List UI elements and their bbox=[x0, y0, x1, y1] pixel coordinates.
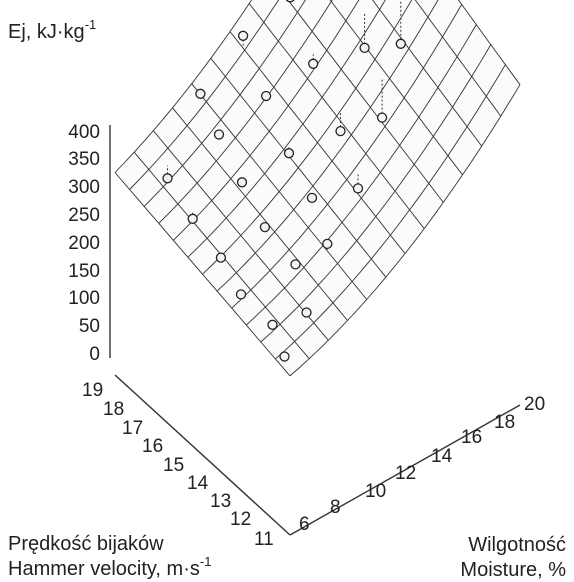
data-point bbox=[267, 319, 278, 330]
velocity-ticks: 19 18 17 16 15 14 13 12 11 bbox=[82, 380, 274, 550]
data-point bbox=[236, 177, 248, 188]
surface-grid-line-velocity bbox=[231, 4, 463, 309]
velocity-tick-label: 18 bbox=[103, 399, 124, 420]
data-point bbox=[395, 38, 406, 49]
data-point bbox=[352, 183, 364, 194]
data-point bbox=[162, 173, 173, 184]
velocity-tick-label: 19 bbox=[82, 380, 103, 401]
velocity-axis-title-line1: Prędkość bijaków bbox=[8, 533, 164, 555]
data-point bbox=[322, 238, 333, 250]
z-tick-label: 200 bbox=[68, 233, 100, 254]
z-tick-label: 0 bbox=[89, 344, 100, 365]
z-tick-label: 400 bbox=[68, 122, 100, 143]
z-ticks: 400 350 300 250 200 150 100 50 0 bbox=[68, 122, 100, 365]
surface-grid-line-velocity bbox=[202, 0, 413, 275]
z-tick-label: 150 bbox=[68, 261, 100, 282]
data-point bbox=[359, 42, 370, 54]
surface-grid-line-velocity bbox=[289, 84, 521, 377]
moisture-tick-label: 16 bbox=[461, 427, 482, 448]
moisture-ticks: 6 8 10 12 14 16 18 20 bbox=[299, 394, 545, 535]
data-point bbox=[260, 90, 272, 102]
velocity-tick-label: 12 bbox=[230, 509, 251, 530]
data-point bbox=[306, 192, 318, 204]
velocity-tick-label: 15 bbox=[163, 455, 184, 476]
z-tick-label: 50 bbox=[79, 316, 100, 337]
surface-grid-line-velocity bbox=[143, 0, 306, 207]
data-point bbox=[237, 30, 249, 41]
velocity-axis-line bbox=[114, 374, 291, 536]
moisture-tick-label: 8 bbox=[330, 497, 341, 518]
surface-grid-line-velocity bbox=[187, 0, 386, 258]
surface-grid-line-velocity bbox=[260, 44, 492, 343]
moisture-tick-label: 10 bbox=[365, 481, 386, 502]
surface-grid-line-velocity bbox=[275, 64, 506, 360]
moisture-tick-label: 6 bbox=[299, 514, 310, 535]
moisture-tick-label: 18 bbox=[494, 412, 515, 433]
data-point bbox=[335, 125, 346, 137]
velocity-axis-title-line2: Hammer velocity, m·s-1 bbox=[8, 554, 211, 580]
measured-points bbox=[162, 0, 406, 362]
moisture-tick-label: 20 bbox=[524, 394, 545, 415]
moisture-tick-label: 14 bbox=[431, 446, 453, 467]
surface-grid-line-velocity bbox=[172, 0, 360, 241]
z-tick-label: 350 bbox=[68, 149, 100, 170]
data-point bbox=[279, 351, 290, 362]
surface-grid-line-velocity bbox=[245, 24, 477, 326]
velocity-tick-label: 13 bbox=[210, 491, 231, 512]
surface-grid-line-velocity bbox=[114, 0, 253, 173]
moisture-axis-line bbox=[289, 404, 521, 536]
data-point bbox=[213, 129, 225, 140]
data-point bbox=[301, 307, 312, 318]
data-point bbox=[195, 88, 206, 99]
data-point bbox=[285, 0, 295, 3]
moisture-axis-title-line1: Wilgotność bbox=[468, 534, 566, 556]
z-axis-title: Ej, kJ·kg-1 bbox=[8, 17, 96, 43]
data-point bbox=[308, 58, 319, 69]
surface-grid-line-velocity bbox=[129, 0, 280, 190]
surface-grid-line-velocity bbox=[216, 0, 439, 292]
velocity-tick-label: 17 bbox=[122, 418, 143, 439]
moisture-tick-label: 12 bbox=[395, 463, 416, 484]
z-tick-label: 300 bbox=[68, 177, 100, 198]
response-surface bbox=[114, 0, 521, 377]
moisture-axis-title-line2: Moisture, % bbox=[460, 559, 566, 581]
z-tick-label: 100 bbox=[68, 288, 100, 309]
data-point bbox=[290, 259, 301, 270]
velocity-tick-label: 11 bbox=[254, 529, 274, 550]
velocity-tick-label: 14 bbox=[187, 473, 209, 494]
velocity-tick-label: 16 bbox=[142, 436, 163, 457]
data-point bbox=[215, 252, 227, 263]
surface-fill bbox=[115, 0, 520, 376]
data-point bbox=[187, 213, 198, 224]
data-point bbox=[376, 112, 388, 123]
surface-grid-line-velocity bbox=[158, 0, 333, 224]
data-point bbox=[259, 221, 271, 233]
data-point bbox=[283, 148, 295, 159]
data-point bbox=[235, 289, 247, 300]
z-tick-label: 250 bbox=[68, 205, 100, 226]
